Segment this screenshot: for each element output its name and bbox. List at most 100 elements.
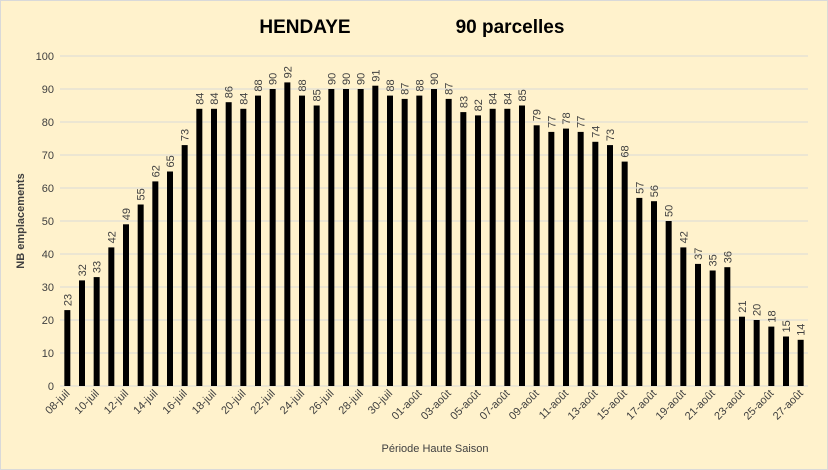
y-axis-label: NB emplacements <box>15 173 27 268</box>
bar <box>387 95 393 386</box>
bar <box>64 310 71 386</box>
bar <box>680 247 687 386</box>
bar <box>724 267 731 386</box>
bar <box>739 316 745 386</box>
value-label: 79 <box>532 109 544 121</box>
bar <box>79 280 85 386</box>
value-label: 82 <box>473 99 485 111</box>
bar <box>299 95 305 386</box>
value-label: 90 <box>268 73 280 85</box>
bar <box>519 105 525 386</box>
value-label: 85 <box>517 89 529 101</box>
y-tick-label: 10 <box>42 348 54 360</box>
value-label: 90 <box>341 73 353 85</box>
bar <box>167 171 173 386</box>
value-label: 56 <box>649 185 661 197</box>
value-label: 83 <box>458 96 470 108</box>
value-label: 88 <box>253 79 265 91</box>
y-tick-label: 60 <box>42 183 54 195</box>
value-label: 73 <box>605 129 617 141</box>
value-label: 91 <box>370 69 382 81</box>
value-label: 55 <box>136 188 148 200</box>
value-label: 21 <box>737 300 749 312</box>
bar <box>93 277 100 386</box>
value-label: 85 <box>312 89 324 101</box>
bar <box>431 89 437 386</box>
bar <box>416 95 423 386</box>
value-label: 78 <box>561 112 573 124</box>
y-tick-label: 0 <box>48 381 54 393</box>
bar <box>284 82 291 387</box>
bar <box>445 98 452 387</box>
value-label: 15 <box>781 320 793 332</box>
value-label: 88 <box>297 79 309 91</box>
value-label: 86 <box>224 86 236 98</box>
value-label: 92 <box>282 66 294 78</box>
bar <box>621 161 628 386</box>
chart-subtitle: 90 parcelles <box>456 17 565 38</box>
bar <box>592 141 599 386</box>
bar <box>269 89 276 386</box>
value-label: 74 <box>590 126 602 138</box>
value-label: 32 <box>77 264 89 276</box>
bar <box>196 108 203 387</box>
bar <box>475 115 481 387</box>
bar <box>313 105 320 386</box>
value-label: 88 <box>385 79 397 91</box>
value-label: 33 <box>92 261 104 273</box>
bar <box>636 197 643 386</box>
value-label: 87 <box>444 83 456 95</box>
value-label: 90 <box>356 73 368 85</box>
value-label: 37 <box>693 248 705 260</box>
bar <box>343 89 349 386</box>
bar <box>797 339 804 386</box>
value-label: 65 <box>165 155 177 167</box>
bar <box>460 112 467 386</box>
y-tick-label: 50 <box>42 216 54 228</box>
bar <box>123 224 129 386</box>
y-tick-label: 100 <box>36 51 54 63</box>
bar <box>152 181 159 386</box>
bar <box>533 125 540 387</box>
bar <box>709 270 716 386</box>
bar <box>504 108 511 387</box>
value-label: 36 <box>722 251 734 263</box>
value-label: 35 <box>708 254 720 266</box>
value-label: 90 <box>429 73 441 85</box>
bar <box>137 204 144 386</box>
bar <box>225 102 232 386</box>
y-tick-label: 70 <box>42 150 54 162</box>
value-label: 77 <box>576 116 588 128</box>
bar <box>489 108 496 387</box>
x-axis-label: Période Haute Saison <box>381 443 488 455</box>
value-label: 20 <box>752 304 764 316</box>
bar <box>607 145 613 386</box>
bar <box>401 98 408 387</box>
bar <box>211 108 217 387</box>
chart-title: HENDAYE <box>259 17 350 38</box>
bar <box>753 320 760 386</box>
value-label: 77 <box>546 116 558 128</box>
bar <box>357 89 364 386</box>
value-label: 84 <box>502 93 514 105</box>
bar <box>577 131 584 386</box>
y-tick-label: 30 <box>42 282 54 294</box>
value-label: 57 <box>634 182 646 194</box>
value-label: 68 <box>620 145 632 157</box>
bar <box>548 131 555 386</box>
bar <box>783 336 789 386</box>
bar <box>695 263 701 386</box>
value-label: 18 <box>766 310 778 322</box>
bar <box>563 128 569 386</box>
value-label: 88 <box>414 79 426 91</box>
bar <box>328 89 335 386</box>
bar <box>255 95 261 386</box>
value-label: 84 <box>209 93 221 105</box>
y-tick-label: 80 <box>42 117 54 129</box>
bar <box>651 201 657 386</box>
value-label: 42 <box>106 231 118 243</box>
value-label: 62 <box>150 165 162 177</box>
y-tick-label: 90 <box>42 84 54 96</box>
bar <box>665 221 672 386</box>
